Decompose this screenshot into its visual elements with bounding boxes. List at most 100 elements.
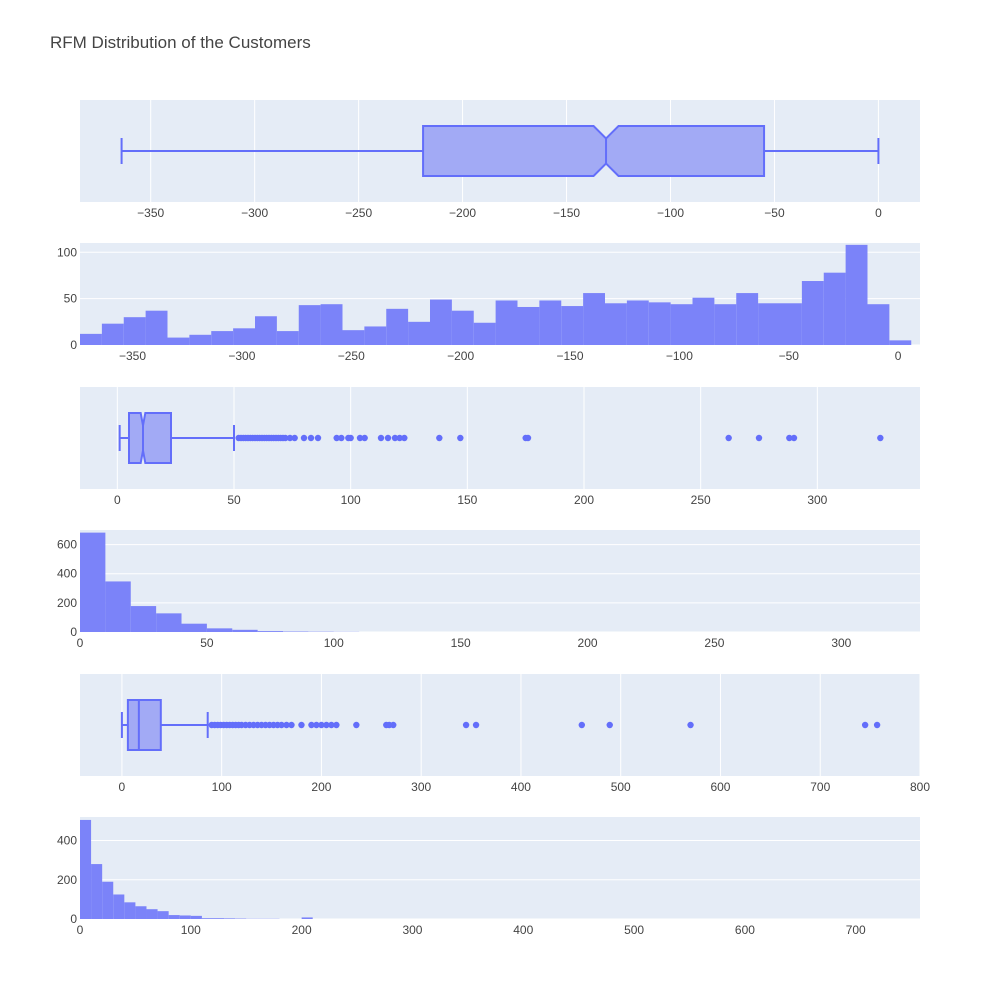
outlier-point	[307, 434, 315, 442]
histogram-bar	[101, 323, 124, 345]
outlier-point	[308, 721, 315, 729]
outlier-point	[873, 721, 881, 729]
x-tick-label: 0	[114, 493, 121, 507]
x-tick-label: 200	[311, 780, 331, 794]
histogram-bar	[692, 297, 715, 345]
outlier-point	[457, 434, 464, 442]
histogram-bar	[670, 304, 693, 345]
y-tick-label: 0	[70, 338, 77, 352]
x-tick-label: −100	[657, 206, 684, 220]
histogram-bar	[113, 894, 125, 919]
subplot-4: 0 200 400 600 0 50 100 150 200 250 300	[57, 530, 920, 650]
histogram-bar	[648, 302, 671, 345]
x-tick-label: 500	[624, 923, 644, 937]
x-tick-label: −350	[119, 349, 146, 363]
histogram-bar	[473, 322, 496, 345]
subplot-1: −350 −300 −250 −200 −150 −100 −50 0	[80, 100, 920, 220]
x-tick-label: 200	[292, 923, 312, 937]
y-tick-label: 600	[57, 538, 77, 552]
histogram-bar	[91, 864, 103, 919]
y-tick-label: 50	[64, 292, 78, 306]
histogram-bar	[889, 340, 912, 345]
x-tick-label: −50	[764, 206, 785, 220]
outlier-point	[725, 434, 732, 442]
x-tick-label: 0	[77, 923, 84, 937]
histogram-bar	[135, 906, 147, 919]
histogram-bar	[130, 606, 157, 632]
outlier-point	[291, 434, 298, 442]
x-tick-label: −350	[137, 206, 164, 220]
x-tick-label: 700	[810, 780, 830, 794]
x-tick-label: 800	[910, 780, 930, 794]
outlier-point	[790, 434, 798, 442]
x-tick-label: 100	[212, 780, 232, 794]
outlier-point	[353, 721, 360, 729]
histogram-bar	[156, 613, 182, 632]
histogram-bar	[233, 328, 255, 345]
histogram-bar	[145, 310, 168, 345]
outlier-point	[288, 721, 295, 729]
x-tick-label: 150	[457, 493, 477, 507]
histogram-bar	[211, 331, 234, 345]
histogram-bar	[758, 303, 780, 345]
outlier-point	[396, 434, 403, 442]
x-tick-label: 400	[511, 780, 531, 794]
outlier-point	[786, 434, 793, 442]
x-tick-label: 250	[691, 493, 711, 507]
histogram-bar	[605, 303, 627, 345]
histogram-bar	[430, 299, 452, 345]
outlier-point	[606, 721, 613, 729]
histogram-bar	[342, 330, 365, 345]
plot-background	[80, 817, 920, 919]
x-tick-label: −250	[338, 349, 365, 363]
outlier-point	[361, 434, 368, 442]
x-tick-label: 700	[846, 923, 866, 937]
histogram-bar	[386, 308, 409, 345]
histogram-bar	[561, 306, 584, 345]
box-body	[422, 125, 766, 177]
x-tick-label: −300	[228, 349, 255, 363]
histogram-bar	[320, 304, 343, 345]
outlier-point	[377, 434, 385, 442]
histogram-bar	[224, 918, 236, 919]
histogram-bar	[298, 305, 321, 345]
x-tick-label: 0	[77, 636, 84, 650]
outlier-point	[278, 721, 285, 729]
x-tick-label: −200	[449, 206, 476, 220]
x-tick-label: −100	[666, 349, 693, 363]
histogram-bar	[181, 623, 207, 632]
histogram-bar	[626, 300, 649, 345]
x-tick-label: 200	[574, 493, 594, 507]
x-tick-label: 500	[611, 780, 631, 794]
histogram-bar	[146, 909, 158, 919]
outlier-point	[338, 434, 345, 442]
histogram-bar	[583, 293, 605, 345]
outlier-point	[328, 721, 335, 729]
histogram-bar	[451, 310, 474, 345]
histogram-bar	[255, 316, 277, 345]
outlier-point	[282, 434, 289, 442]
histogram-bar	[539, 300, 562, 345]
outlier-point	[472, 721, 480, 729]
y-tick-label: 200	[57, 596, 77, 610]
outlier-point	[314, 434, 322, 442]
histogram-bar	[276, 331, 299, 345]
histogram-bar	[714, 304, 737, 345]
histogram-bar	[736, 293, 759, 345]
x-tick-label: 300	[831, 636, 851, 650]
histogram-bar	[845, 244, 868, 345]
x-tick-label: 150	[451, 636, 471, 650]
histogram-bar	[80, 532, 106, 632]
subplot-2: 0 50 100 −350 −300 −250 −200 −150 −100 −50 0	[57, 243, 920, 363]
histogram-bar	[517, 306, 540, 345]
outlier-point	[687, 721, 694, 729]
x-tick-label: 0	[119, 780, 126, 794]
x-tick-label: 200	[578, 636, 598, 650]
x-tick-label: 250	[704, 636, 724, 650]
outlier-point	[861, 721, 869, 729]
outlier-point	[877, 434, 884, 442]
x-tick-label: −150	[553, 206, 580, 220]
x-tick-label: 300	[411, 780, 431, 794]
x-tick-label: 600	[735, 923, 755, 937]
histogram-bar	[867, 304, 890, 345]
